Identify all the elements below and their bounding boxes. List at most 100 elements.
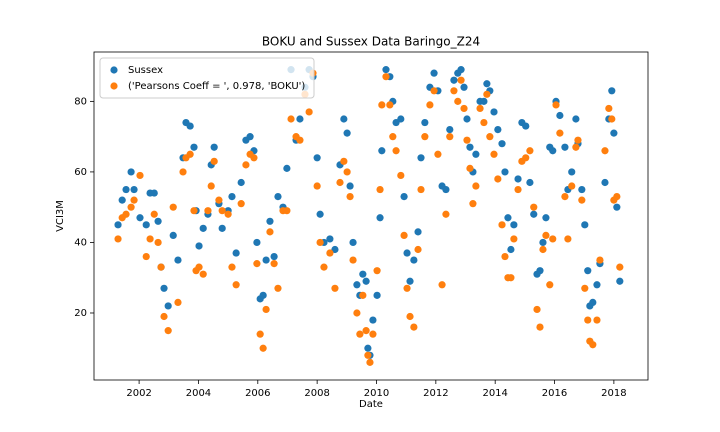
point (259, 344, 267, 352)
point (530, 203, 538, 211)
point (438, 281, 446, 289)
point (259, 291, 267, 299)
point (373, 291, 381, 299)
point (336, 178, 344, 187)
point (568, 168, 576, 176)
point (382, 66, 390, 74)
point (414, 228, 422, 236)
legend: Sussex ('Pearsons Coeff = ', 0.978, 'BOKU… (99, 57, 315, 99)
point (256, 330, 264, 338)
point (406, 312, 414, 321)
point (507, 274, 515, 282)
point (186, 150, 194, 158)
point (410, 256, 418, 264)
point (480, 97, 488, 105)
point (378, 147, 386, 155)
point (316, 238, 324, 247)
point (397, 115, 405, 123)
point (442, 210, 450, 218)
point (539, 238, 547, 247)
point (122, 210, 130, 218)
point (601, 178, 609, 187)
point (476, 104, 484, 113)
point (283, 164, 291, 172)
point (536, 323, 544, 331)
legend-marker (110, 82, 118, 90)
point (150, 189, 158, 197)
point (574, 136, 582, 144)
point (389, 133, 397, 141)
point (589, 341, 597, 349)
y-tick-label: 60 (74, 167, 87, 178)
point (593, 316, 601, 324)
point (403, 284, 411, 292)
point (610, 129, 618, 137)
point (142, 252, 150, 261)
point (199, 224, 207, 232)
point (386, 101, 394, 109)
point (343, 129, 351, 137)
point (204, 207, 212, 215)
point (616, 263, 624, 271)
point (498, 221, 506, 229)
point (463, 115, 471, 123)
point (446, 125, 454, 134)
point (376, 185, 384, 194)
point (483, 80, 491, 88)
point (457, 66, 465, 74)
point (114, 221, 122, 229)
y-tick-label: 20 (74, 308, 87, 319)
point (596, 256, 604, 264)
point (228, 193, 236, 201)
point (253, 260, 261, 268)
point (494, 125, 502, 134)
x-tick-label: 2018 (601, 388, 626, 399)
x-tick-label: 2012 (423, 388, 448, 399)
point (366, 358, 374, 366)
point (514, 175, 522, 183)
x-tick-label: 2008 (304, 388, 329, 399)
point (164, 302, 172, 310)
point (127, 168, 135, 176)
point (460, 83, 468, 91)
point (190, 207, 198, 215)
point (369, 316, 377, 324)
point (136, 171, 144, 180)
point (403, 249, 411, 257)
point (130, 185, 138, 194)
point (568, 182, 576, 190)
point (195, 242, 203, 250)
x-tick-label: 2010 (364, 388, 389, 399)
y-tick-label: 40 (74, 237, 87, 248)
point (174, 298, 182, 307)
point (215, 196, 223, 204)
point (122, 185, 130, 194)
point (442, 185, 450, 194)
x-tick-label: 2014 (482, 388, 507, 399)
point (522, 122, 530, 130)
point (417, 154, 425, 162)
point (556, 111, 564, 120)
legend-marker (110, 66, 118, 74)
point (454, 97, 462, 105)
point (376, 214, 384, 222)
point (118, 196, 126, 204)
point (616, 277, 624, 285)
point (593, 281, 601, 289)
point (549, 235, 557, 243)
point (507, 245, 515, 254)
point (450, 76, 458, 84)
point (343, 168, 351, 176)
point (349, 256, 357, 264)
point (346, 182, 354, 190)
plot-frame (93, 51, 649, 381)
point (320, 263, 328, 271)
point (564, 235, 572, 243)
point (552, 101, 560, 109)
point (526, 147, 534, 155)
point (232, 249, 240, 257)
point (463, 136, 471, 144)
point (210, 143, 218, 151)
point (483, 90, 491, 98)
